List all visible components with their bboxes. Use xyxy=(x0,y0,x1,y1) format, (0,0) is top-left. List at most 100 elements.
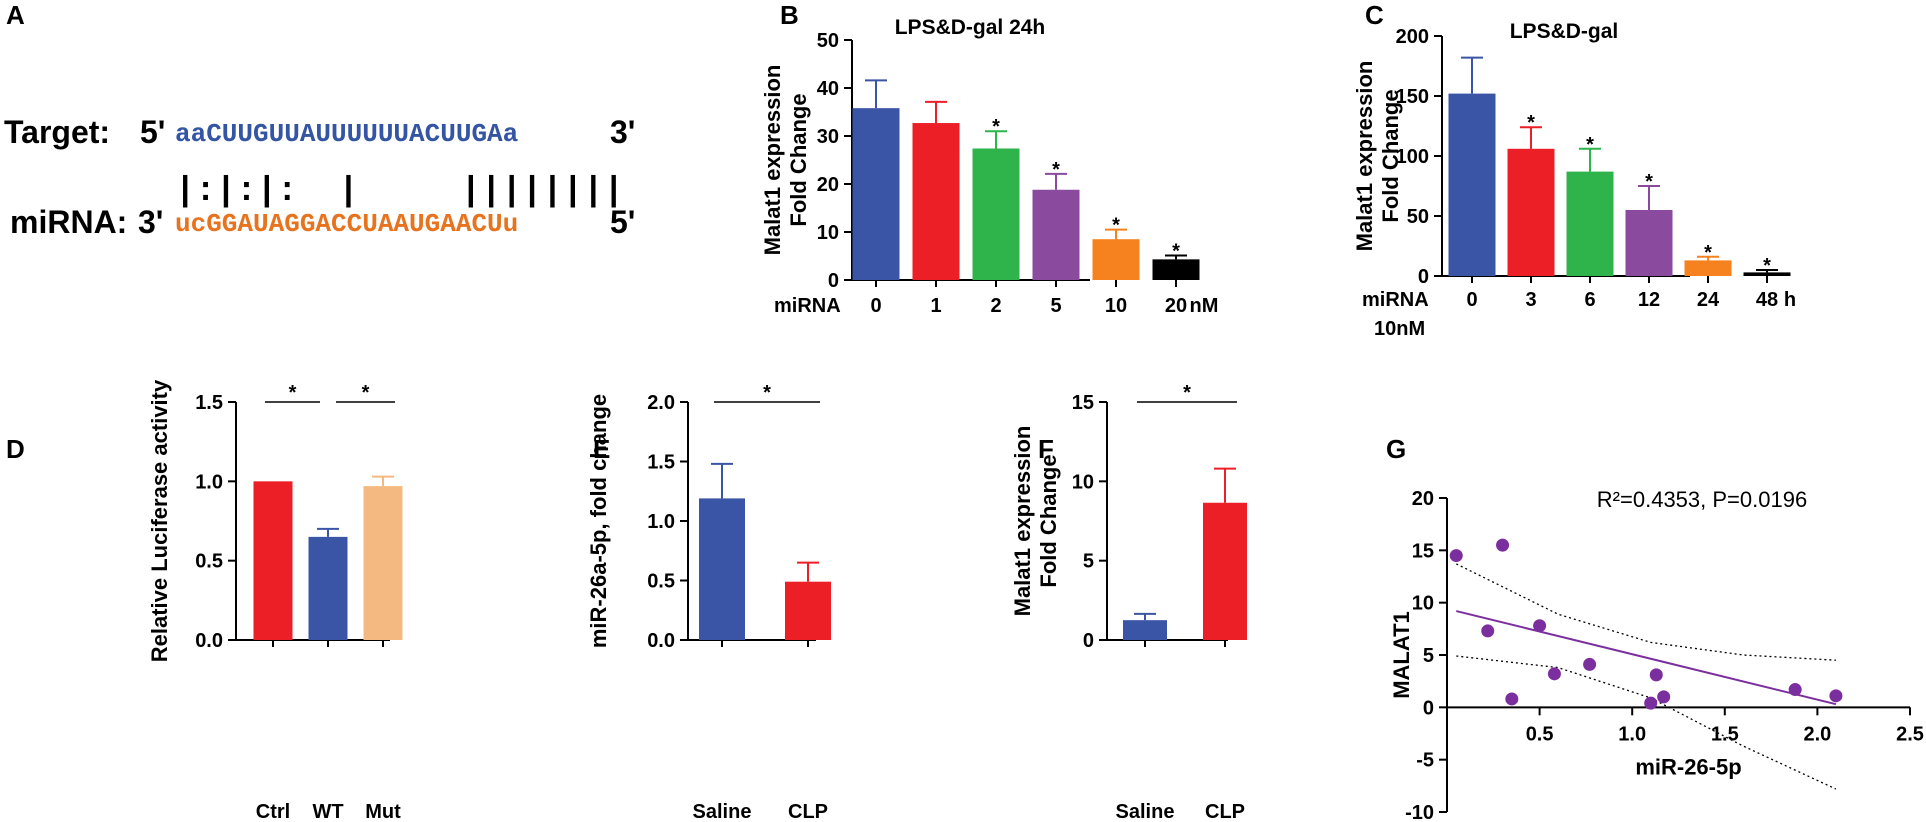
x-tick-label: 6 xyxy=(1584,289,1595,311)
x-tick-label: Ctrl xyxy=(256,801,290,822)
panel-letter-g: G xyxy=(1386,434,1406,464)
significance-star: * xyxy=(1586,134,1594,156)
bar-Saline xyxy=(699,498,745,640)
y-tick-label: 0.5 xyxy=(195,551,223,573)
x-tick-label: 1.0 xyxy=(1618,723,1646,745)
regression-annotation: R²=0.4353, P=0.0196 xyxy=(1597,487,1807,512)
significance-star: * xyxy=(1704,242,1712,264)
x-tick-label: Saline xyxy=(1116,801,1175,822)
x-axis-prefix-label-2: 10nM xyxy=(1374,318,1425,340)
y-axis-label: Malat1 expression xyxy=(760,65,785,256)
bar-0 xyxy=(1448,93,1496,276)
y-axis-label: Malat1 expression xyxy=(1010,426,1035,617)
x-tick-label: 0.5 xyxy=(1526,723,1554,745)
x-tick-label: 3 xyxy=(1525,289,1536,311)
significance-star: * xyxy=(1527,112,1535,134)
x-axis-label: miR-26-5p xyxy=(1635,754,1741,779)
y-tick-label: 0 xyxy=(1418,266,1429,288)
bar-1 xyxy=(912,123,960,280)
chart-title: LPS&D-gal xyxy=(1510,20,1619,43)
x-axis-prefix-label: miRNA xyxy=(1362,289,1429,311)
y-tick-label: 0.0 xyxy=(195,630,223,652)
y-tick-label: 0.0 xyxy=(647,630,675,652)
data-point xyxy=(1788,683,1802,697)
data-point xyxy=(1496,538,1510,552)
x-tick-label: CLP xyxy=(1205,801,1245,822)
y-tick-label: 50 xyxy=(817,30,839,52)
panel-a-sequence-alignment: A Target: 5' aaCUUGUUAUUUUUUACUUGAa 3' |… xyxy=(4,0,635,240)
bar-5 xyxy=(1032,189,1080,280)
panel-letter-c: C xyxy=(1365,0,1384,30)
panel-letter-b: B xyxy=(780,0,799,30)
x-tick-label: 2.0 xyxy=(1803,723,1831,745)
mirna-5prime-label: 5' xyxy=(610,204,635,240)
data-point xyxy=(1505,692,1519,706)
target-5prime-label: 5' xyxy=(140,114,165,150)
y-tick-label: 15 xyxy=(1412,540,1434,562)
bar-Mut xyxy=(363,486,403,640)
bar-CLP xyxy=(1203,502,1247,640)
y-tick-label: 5 xyxy=(1083,551,1094,573)
significance-star: * xyxy=(1052,159,1060,181)
target-sequence: aaCUUGUUAUUUUUUACUUGAa xyxy=(175,119,518,149)
bar-Saline xyxy=(1123,620,1167,640)
bar-3 xyxy=(1507,148,1555,276)
y-axis-label: miR-26a-5p, fold change xyxy=(586,394,611,648)
y-tick-label: 0 xyxy=(1083,630,1094,652)
data-point xyxy=(1583,657,1597,671)
target-3prime-label: 3' xyxy=(610,114,635,150)
y-tick-label: 150 xyxy=(1396,86,1429,108)
significance-star: * xyxy=(1645,171,1653,193)
x-tick-label: WT xyxy=(312,801,343,822)
data-point xyxy=(1649,668,1663,682)
y-tick-label: 0.5 xyxy=(647,571,675,593)
bar-Ctrl xyxy=(253,481,293,640)
y-tick-label: 15 xyxy=(1072,392,1094,414)
data-point xyxy=(1449,549,1463,563)
panel-letter-e: E xyxy=(593,434,610,464)
mirna-label: miRNA: xyxy=(10,204,127,240)
y-tick-label: 20 xyxy=(1412,488,1434,510)
data-point xyxy=(1657,690,1671,704)
x-tick-label: 2 xyxy=(990,295,1001,317)
y-tick-label: 50 xyxy=(1407,206,1429,228)
data-point xyxy=(1533,619,1547,633)
bar-6 xyxy=(1566,171,1614,276)
significance-star: * xyxy=(1763,255,1771,277)
data-point xyxy=(1644,696,1658,710)
x-tick-label: 12 xyxy=(1638,289,1660,311)
y-tick-label: 1.0 xyxy=(195,471,223,493)
y-tick-label: 100 xyxy=(1396,146,1429,168)
chart-c-time-course: 0 50 100 150 200 Malat1 expression Fold Change… xyxy=(1352,20,1796,340)
data-point xyxy=(1547,667,1561,681)
y-axis-label: Fold Change xyxy=(1036,454,1061,587)
y-tick-label: 0 xyxy=(1423,697,1434,719)
y-tick-label: 2.0 xyxy=(647,392,675,414)
y-tick-label: 20 xyxy=(817,174,839,196)
x-tick-label: 0 xyxy=(870,295,881,317)
y-tick-label: 1.0 xyxy=(647,511,675,533)
significance-star: * xyxy=(992,116,1000,138)
x-axis-unit-label: nM xyxy=(1190,295,1219,317)
x-tick-label: Saline xyxy=(693,801,752,822)
significance-star: * xyxy=(763,382,771,404)
bar-CLP xyxy=(785,581,831,640)
y-tick-label: -5 xyxy=(1416,750,1434,772)
bar-20 xyxy=(1152,259,1200,280)
chart-title: LPS&D-gal 24h xyxy=(895,16,1046,39)
x-axis-unit-label: h xyxy=(1784,289,1796,311)
panel-letter-f: F xyxy=(1038,434,1054,464)
x-tick-label: 1.5 xyxy=(1711,723,1739,745)
significance-star: * xyxy=(1183,382,1191,404)
x-tick-label: Mut xyxy=(365,801,401,822)
base-pairing-marks: |:|:|: | |||||||| xyxy=(175,173,624,211)
x-tick-label: 1 xyxy=(930,295,941,317)
x-tick-label: 24 xyxy=(1697,289,1720,311)
y-tick-label: 1.5 xyxy=(647,452,675,474)
y-tick-label: 1.5 xyxy=(195,392,223,414)
bar-48 xyxy=(1743,272,1791,276)
y-axis-label: Malat1 expression xyxy=(1352,61,1377,252)
y-tick-label: 10 xyxy=(817,222,839,244)
